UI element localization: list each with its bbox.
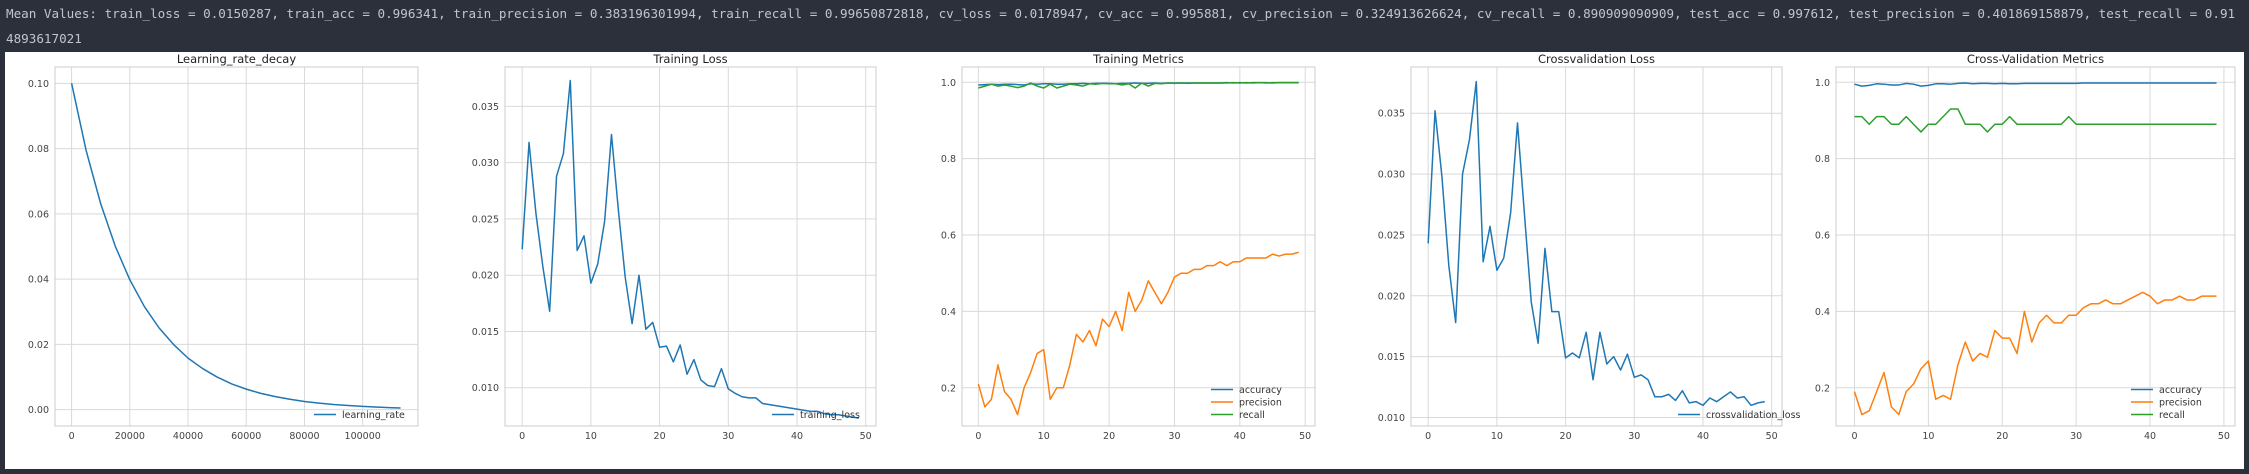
mean-values-text: Mean Values: train_loss = 0.0150287, tra…: [6, 6, 2236, 46]
legend-label: crossvalidation_loss: [1706, 410, 1801, 421]
x-tick-label: 50: [860, 431, 872, 442]
series-line-crossvalidation-loss: [1427, 80, 1765, 407]
axes-frame: [54, 66, 419, 427]
x-tick-label: 0: [975, 431, 981, 442]
y-tick-label: 0.00: [28, 405, 49, 416]
series-line-recall: [1854, 108, 2217, 133]
x-tick-label: 30: [1628, 431, 1640, 442]
y-tick-label: 0.2: [941, 383, 956, 394]
chart-4: Crossvalidation Loss 0 10 20 30 40 50 0.010 0.01…: [1378, 52, 1801, 442]
series-line-precision: [1853, 291, 2217, 416]
x-tick-label: 40000: [173, 431, 203, 442]
chart-title: Training Metrics: [1092, 52, 1184, 66]
y-tick-label: 0.015: [1378, 352, 1405, 363]
legend-label: accuracy: [1239, 385, 1282, 396]
axes-frame: [1410, 66, 1783, 427]
x-tick-label: 0: [1425, 431, 1431, 442]
x-tick-label: 10: [1491, 431, 1503, 442]
x-tick-label: 0: [69, 431, 75, 442]
chart-3: Training Metrics 0 10 20 30 40 50 0.2 0.4 0.6 0.8 1…: [941, 52, 1316, 442]
chart-title: Crossvalidation Loss: [1538, 52, 1655, 66]
x-tick-label: 0: [519, 431, 525, 442]
series-line-accuracy: [1854, 82, 2217, 87]
x-tick-label: 30: [1168, 431, 1180, 442]
x-tick-label: 50: [1299, 431, 1311, 442]
legend-label: precision: [1239, 398, 1282, 409]
axes-background: [1411, 67, 1782, 426]
y-tick-label: 0.025: [472, 214, 499, 225]
legend-label: accuracy: [2159, 385, 2202, 396]
y-tick-label: 0.025: [1378, 230, 1405, 241]
y-tick-label: 0.02: [28, 340, 49, 351]
figure-panel: Learning_rate_decay 0 20000 40000 60000 80000…: [5, 52, 2244, 469]
x-tick-label: 20: [1103, 431, 1115, 442]
y-tick-label: 0.020: [472, 271, 499, 282]
y-tick-label: 0.035: [1378, 109, 1405, 120]
axes-frame: [1835, 66, 2236, 427]
chart-title: Learning_rate_decay: [177, 52, 297, 66]
x-tick-label: 20: [654, 431, 666, 442]
y-tick-label: 0.030: [1378, 170, 1405, 181]
y-tick-label: 1.0: [1815, 78, 1830, 89]
x-tick-label: 80000: [289, 431, 319, 442]
x-tick-label: 60000: [231, 431, 261, 442]
chart-1: Learning_rate_decay 0 20000 40000 60000 80000…: [28, 52, 419, 442]
x-tick-label: 40: [791, 431, 803, 442]
y-tick-label: 0.4: [1815, 307, 1830, 318]
x-tick-label: 20: [1996, 431, 2008, 442]
x-tick-label: 50: [1766, 431, 1778, 442]
y-tick-label: 0.04: [28, 275, 49, 286]
series-line-precision: [977, 251, 1299, 416]
x-tick-label: 20: [1560, 431, 1572, 442]
y-tick-label: 0.010: [472, 383, 499, 394]
y-tick-label: 0.2: [1815, 383, 1830, 394]
axes-frame: [504, 66, 877, 427]
axes-background: [1836, 67, 2235, 426]
chart-title: Training Loss: [652, 52, 727, 66]
legend-label: recall: [2159, 410, 2185, 421]
y-tick-label: 0.015: [472, 327, 499, 338]
x-tick-label: 40: [1697, 431, 1709, 442]
y-tick-label: 0.030: [472, 158, 499, 169]
x-tick-label: 30: [722, 431, 734, 442]
series-line-training-loss: [521, 79, 859, 419]
y-tick-label: 0.010: [1378, 413, 1405, 424]
legend-label: precision: [2159, 398, 2202, 409]
y-tick-label: 0.08: [28, 144, 49, 155]
y-tick-label: 0.10: [28, 79, 49, 90]
axes-background: [962, 67, 1315, 426]
x-tick-label: 20000: [115, 431, 145, 442]
y-tick-label: 0.6: [941, 231, 956, 242]
x-tick-label: 40: [1234, 431, 1246, 442]
chart-2: Training Loss 0 10 20 30 40 50 0.010 0.015 0.020 0…: [472, 52, 877, 442]
y-tick-label: 0.8: [1815, 154, 1830, 165]
x-tick-label: 50: [2218, 431, 2230, 442]
y-tick-label: 0.4: [941, 307, 956, 318]
chart-5: Cross-Validation Metrics 0 10 20 30 40 50 0.2 0.…: [1815, 52, 2236, 442]
legend-label: training_loss: [800, 410, 860, 421]
x-tick-label: 100000: [345, 431, 381, 442]
x-tick-label: 40: [2144, 431, 2156, 442]
y-tick-label: 1.0: [941, 78, 956, 89]
axes-background: [505, 67, 876, 426]
legend-label: recall: [1239, 410, 1265, 421]
x-tick-label: 10: [1038, 431, 1050, 442]
x-tick-label: 0: [1851, 431, 1857, 442]
chart-title: Cross-Validation Metrics: [1967, 52, 2104, 66]
y-tick-label: 0.8: [941, 154, 956, 165]
y-tick-label: 0.020: [1378, 291, 1405, 302]
x-tick-label: 30: [2070, 431, 2082, 442]
y-tick-label: 0.035: [472, 102, 499, 113]
series-line-learning-rate: [70, 83, 401, 409]
y-tick-label: 0.06: [28, 209, 49, 220]
axes-frame: [961, 66, 1316, 427]
x-tick-label: 10: [585, 431, 597, 442]
series-line-recall: [978, 81, 1299, 89]
legend-label: learning_rate: [342, 410, 405, 421]
x-tick-label: 10: [1922, 431, 1934, 442]
y-tick-label: 0.6: [1815, 231, 1830, 242]
axes-background: [55, 67, 418, 426]
